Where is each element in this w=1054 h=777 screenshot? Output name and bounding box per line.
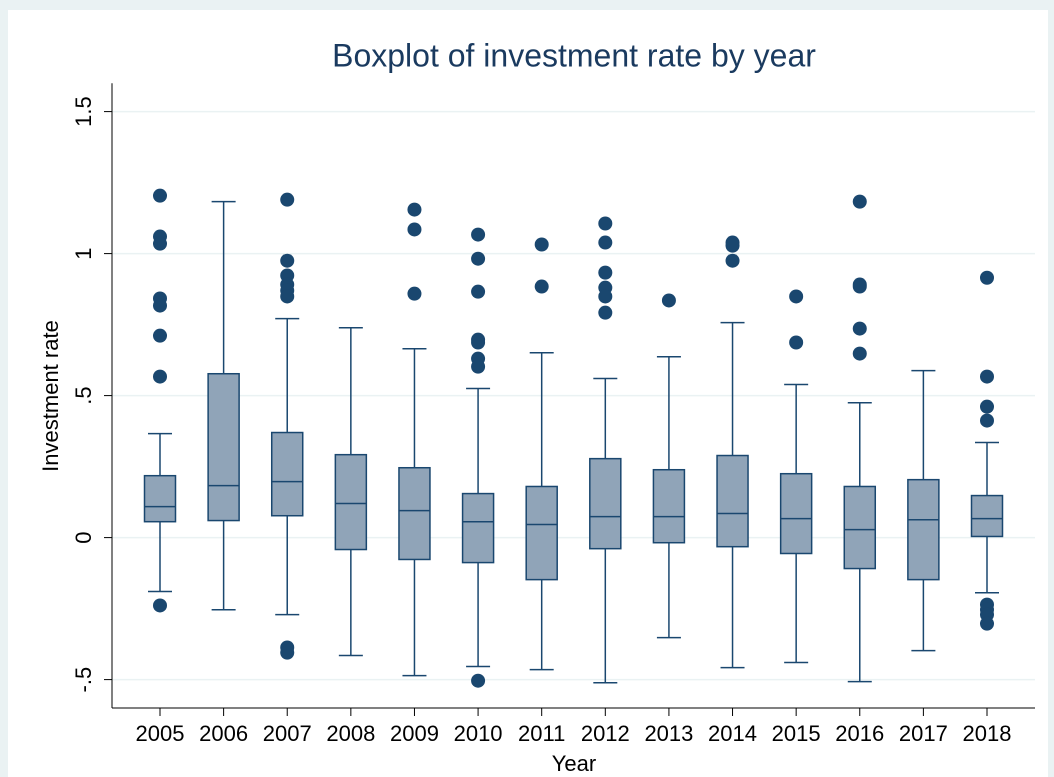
x-tick-label: 2012 bbox=[581, 721, 630, 746]
outlier bbox=[153, 598, 167, 613]
outlier bbox=[725, 238, 740, 253]
y-tick-label: -.5 bbox=[71, 667, 96, 693]
outlier bbox=[471, 251, 486, 266]
outlier bbox=[471, 335, 486, 350]
outlier bbox=[598, 235, 613, 250]
x-tick-label: 2007 bbox=[263, 721, 312, 746]
outlier bbox=[280, 645, 295, 660]
y-axis-label: Investment rate bbox=[38, 320, 63, 472]
outlier bbox=[280, 289, 295, 304]
chart-title: Boxplot of investment rate by year bbox=[332, 37, 816, 73]
outlier bbox=[980, 369, 994, 384]
outlier bbox=[789, 289, 804, 304]
outlier bbox=[598, 305, 613, 320]
x-tick-label: 2014 bbox=[708, 721, 757, 746]
outlier bbox=[471, 673, 486, 688]
outlier bbox=[980, 413, 994, 428]
outlier bbox=[725, 253, 740, 268]
y-tick-label: 1 bbox=[71, 247, 96, 259]
outlier bbox=[852, 321, 867, 336]
outlier bbox=[153, 188, 167, 203]
box bbox=[398, 466, 431, 561]
box bbox=[779, 472, 813, 555]
outlier bbox=[980, 270, 994, 285]
box bbox=[334, 453, 368, 551]
outlier bbox=[980, 616, 994, 631]
outlier bbox=[852, 194, 867, 209]
x-tick-label: 2011 bbox=[518, 721, 565, 746]
outlier bbox=[534, 237, 549, 252]
outlier bbox=[153, 328, 167, 343]
box bbox=[716, 454, 749, 548]
outlier bbox=[534, 279, 549, 294]
box bbox=[970, 494, 1004, 538]
outlier bbox=[280, 192, 295, 207]
box bbox=[652, 468, 686, 544]
x-tick-label: 2015 bbox=[772, 721, 821, 746]
outlier bbox=[153, 369, 167, 384]
x-axis-label: Year bbox=[552, 751, 596, 776]
x-tick-label: 2016 bbox=[835, 721, 884, 746]
y-tick-label: .5 bbox=[71, 386, 96, 404]
y-tick-label: 1.5 bbox=[71, 96, 96, 127]
x-tick-label: 2005 bbox=[136, 721, 185, 746]
box bbox=[270, 431, 304, 517]
outlier bbox=[407, 202, 422, 217]
box bbox=[525, 485, 558, 581]
outlier bbox=[661, 293, 676, 308]
x-tick-label: 2010 bbox=[454, 721, 503, 746]
outlier bbox=[789, 335, 804, 350]
x-tick-label: 2006 bbox=[199, 721, 248, 746]
outlier bbox=[280, 253, 295, 268]
x-tick-label: 2017 bbox=[899, 721, 948, 746]
box bbox=[207, 372, 240, 522]
x-tick-label: 2018 bbox=[963, 721, 1012, 746]
x-tick-label: 2008 bbox=[326, 721, 375, 746]
x-tick-label: 2009 bbox=[390, 721, 439, 746]
outlier bbox=[598, 265, 613, 280]
box bbox=[907, 478, 940, 581]
outlier bbox=[598, 289, 613, 304]
box bbox=[843, 485, 877, 570]
outlier bbox=[852, 279, 867, 294]
box bbox=[143, 474, 177, 523]
outlier bbox=[980, 399, 994, 414]
outlier bbox=[852, 346, 867, 361]
x-tick-label: 2013 bbox=[644, 721, 693, 746]
y-tick-label: 0 bbox=[71, 531, 96, 543]
outlier bbox=[598, 216, 613, 231]
outlier bbox=[153, 298, 167, 313]
outlier bbox=[471, 284, 486, 299]
box bbox=[461, 492, 495, 564]
graph-region bbox=[8, 10, 1048, 777]
outlier bbox=[471, 227, 486, 242]
box bbox=[589, 457, 622, 550]
outlier bbox=[407, 286, 422, 301]
outlier bbox=[407, 222, 422, 237]
outlier bbox=[153, 236, 167, 251]
outlier bbox=[471, 359, 486, 374]
